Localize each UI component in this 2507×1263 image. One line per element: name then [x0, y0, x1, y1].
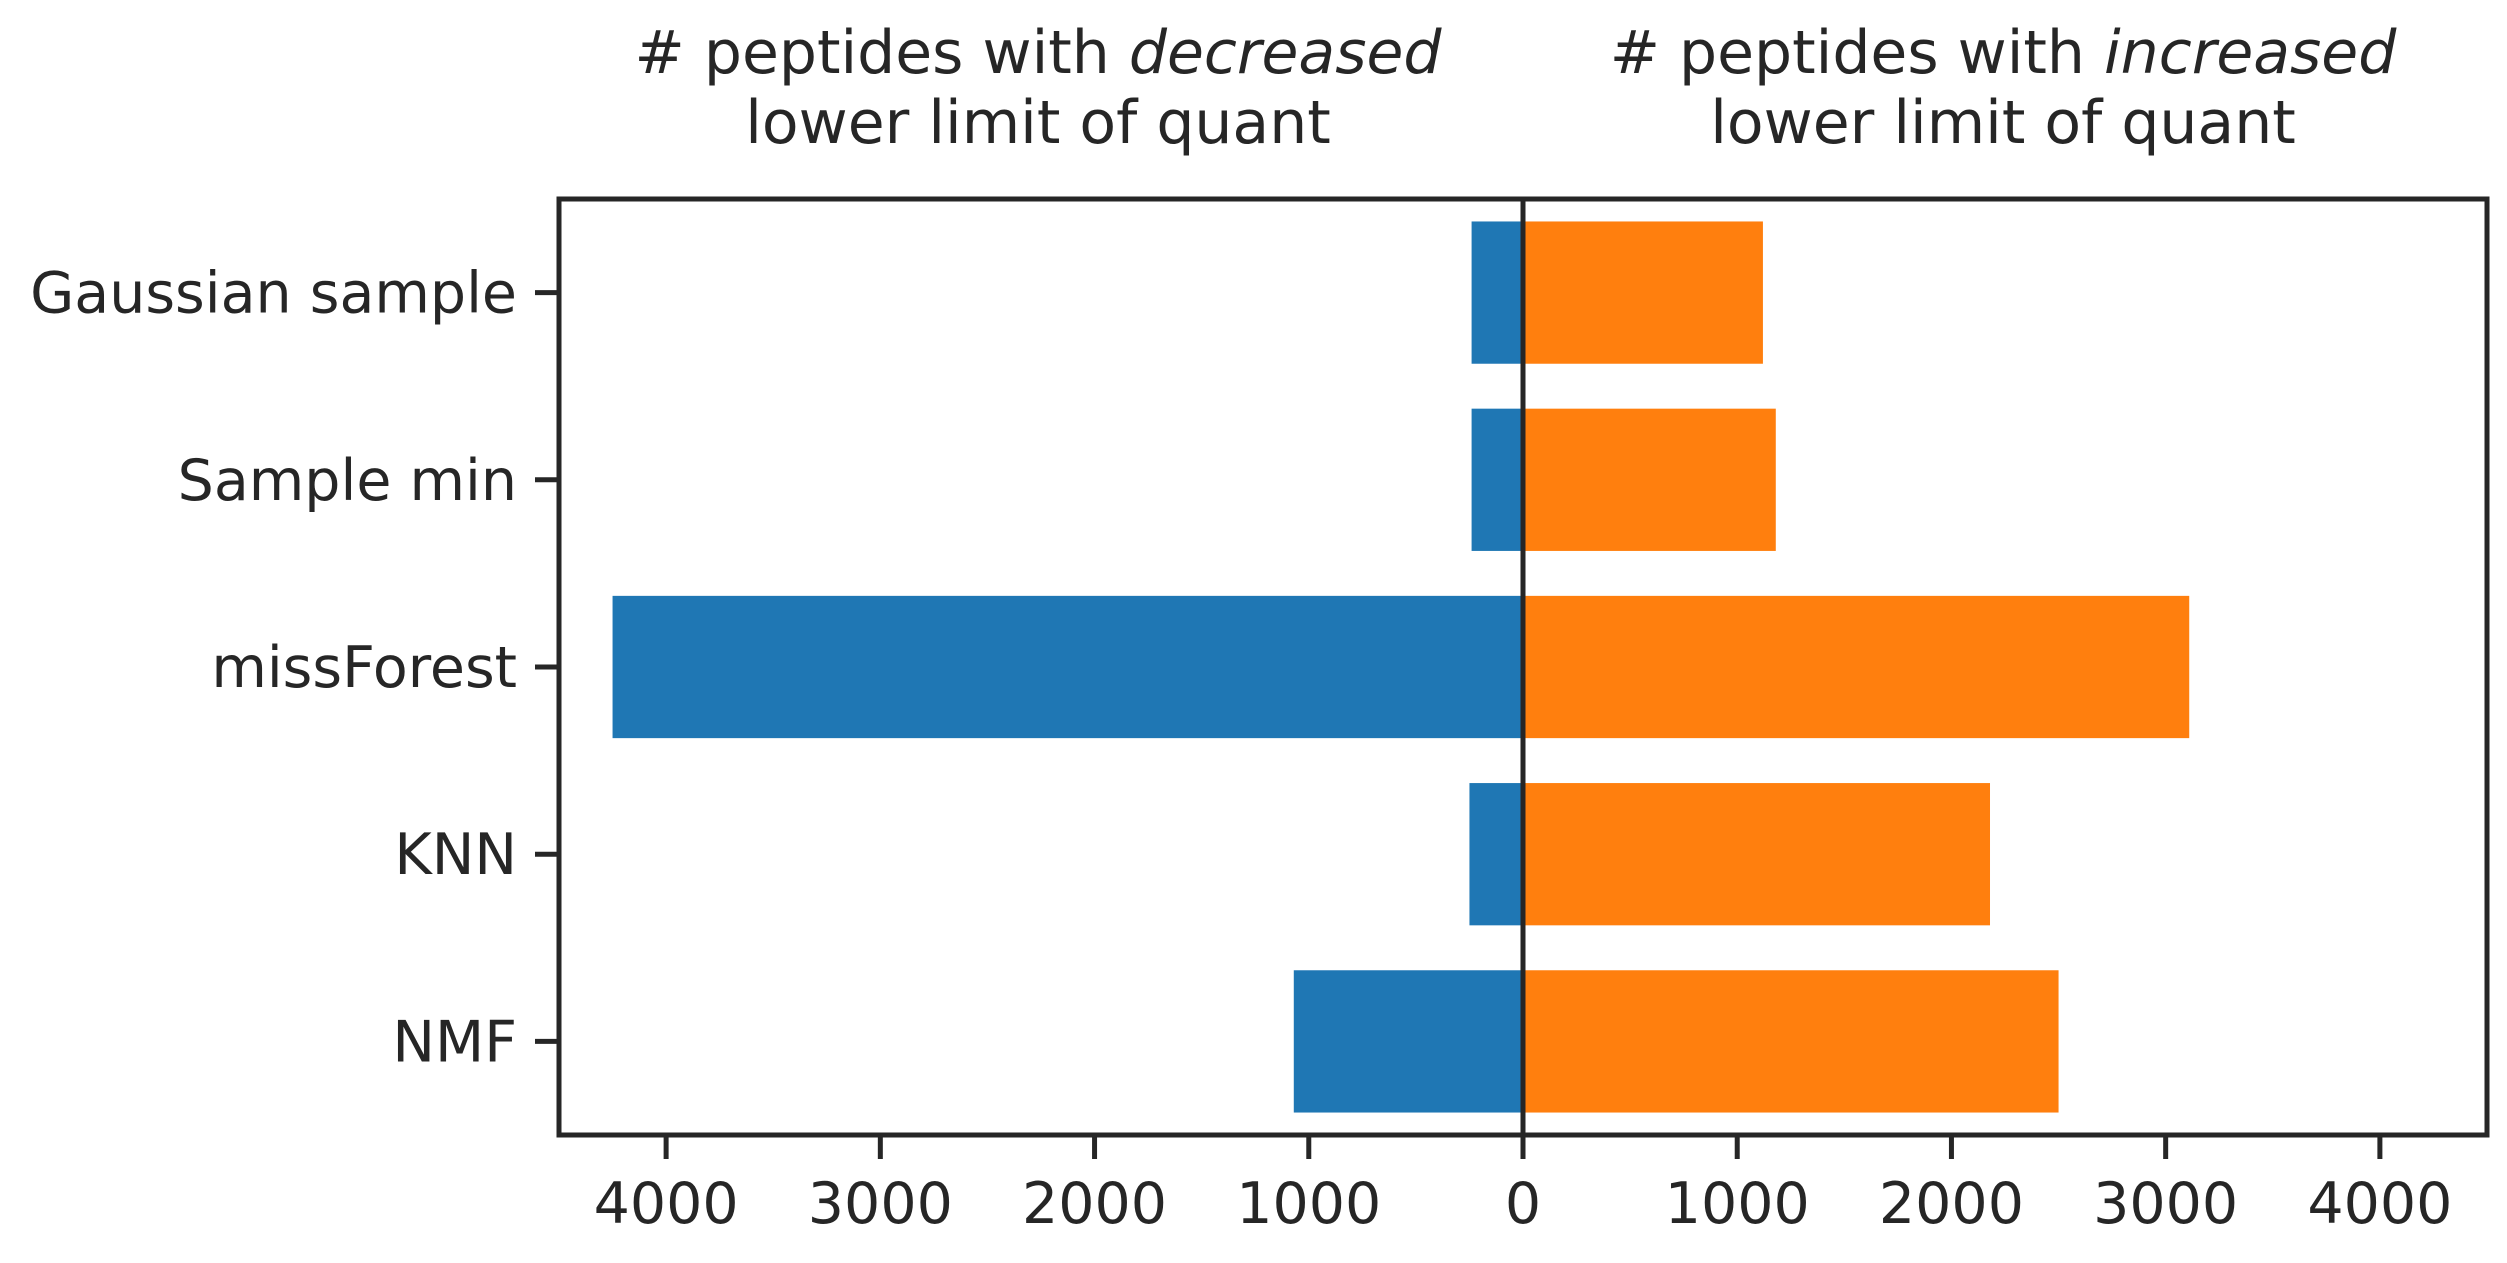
bar-increased — [1523, 783, 1991, 926]
bar-decreased — [1469, 783, 1523, 926]
bar-increased — [1523, 408, 1776, 551]
right-title-line2: lower limit of quant — [1710, 88, 2296, 158]
x-tick-label: 4000 — [2307, 1171, 2452, 1237]
x-tick-label: 2000 — [1879, 1171, 2024, 1237]
y-tick-label: NMF — [392, 1009, 517, 1075]
x-tick-label: 3000 — [808, 1171, 953, 1237]
bars-group — [612, 221, 2190, 1113]
x-tick-label: 2000 — [1022, 1171, 1167, 1237]
x-tick-label: 1000 — [1665, 1171, 1810, 1237]
x-tick-label: 0 — [1505, 1171, 1541, 1237]
bar-decreased — [1471, 408, 1523, 551]
x-tick-label: 1000 — [1236, 1171, 1381, 1237]
y-tick-label: Sample min — [178, 448, 517, 514]
bar-increased — [1523, 970, 2059, 1113]
left-title-emphasis: decreased — [1129, 18, 1443, 88]
bar-increased — [1523, 221, 1763, 364]
bar-increased — [1523, 595, 2190, 739]
y-tick-label: KNN — [394, 822, 517, 888]
right-title-prefix: # peptides with — [1610, 18, 2104, 88]
bar-decreased — [612, 595, 1523, 739]
left-title-line1: # peptides with decreased — [635, 18, 1443, 88]
x-tick-label: 3000 — [2093, 1171, 2238, 1237]
bar-decreased — [1293, 970, 1523, 1113]
left-title-prefix: # peptides with — [635, 18, 1129, 88]
y-tick-label: missForest — [211, 635, 517, 701]
right-title-emphasis: increased — [2104, 18, 2397, 88]
right-title-line1: # peptides with increased — [1610, 18, 2398, 88]
bar-decreased — [1471, 221, 1523, 364]
x-tick-label: 4000 — [594, 1171, 739, 1237]
axes-group: Gaussian sample Sample min missForest KNN NM… — [30, 196, 2490, 1237]
left-title-line2: lower limit of quant — [745, 88, 1331, 158]
y-tick-label: Gaussian sample — [30, 261, 517, 327]
